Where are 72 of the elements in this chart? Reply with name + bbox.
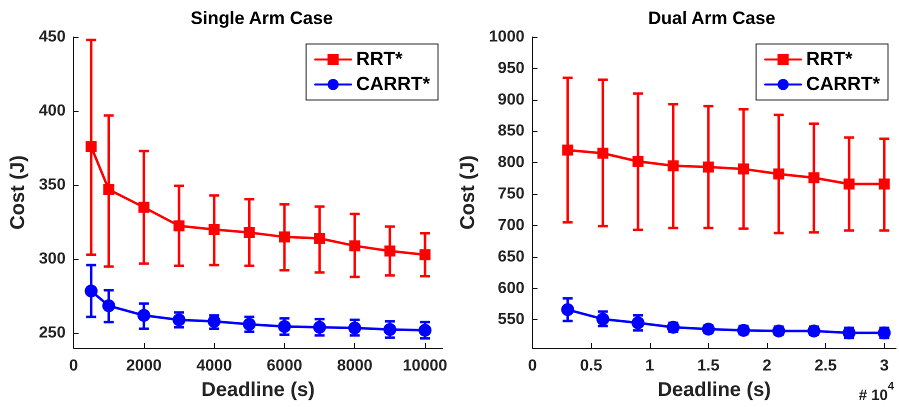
x-axis-title: Deadline (s) — [201, 379, 315, 401]
y-axis-title: Cost (J) — [456, 155, 478, 230]
point — [84, 284, 98, 298]
x-tick-label: 0 — [69, 358, 78, 374]
x-tick-label: 4000 — [196, 358, 232, 374]
point — [138, 202, 150, 213]
point — [738, 163, 749, 174]
y-tick-label: 450 — [38, 28, 66, 46]
point — [596, 148, 608, 159]
y-axis-title: Cost (J) — [7, 155, 29, 230]
point — [348, 322, 362, 335]
legend-label: RRT* — [356, 49, 404, 70]
point — [86, 141, 97, 152]
point — [244, 226, 255, 238]
x-tick-label: 8000 — [336, 358, 373, 374]
x-tick-label: 2.5 — [814, 358, 836, 374]
point — [418, 324, 432, 337]
point — [278, 231, 290, 242]
y-tick-label: 400 — [38, 102, 66, 120]
point — [137, 308, 150, 322]
point — [383, 322, 396, 336]
legend-label: RRT* — [806, 49, 853, 70]
point — [702, 162, 714, 173]
point — [349, 240, 360, 252]
y-tick-label: 600 — [497, 280, 524, 297]
point — [420, 249, 431, 260]
x-tick-label: 6000 — [266, 358, 302, 374]
y-tick-label: 950 — [497, 60, 524, 77]
y-tick-label: 1000 — [488, 28, 524, 46]
point — [701, 322, 714, 336]
x-axis-title: Deadline (s) — [657, 379, 770, 401]
point — [384, 246, 396, 256]
y-tick-label: 300 — [38, 250, 66, 268]
point — [314, 232, 326, 244]
point — [631, 316, 644, 330]
point — [560, 303, 574, 316]
point — [808, 172, 819, 184]
point — [772, 168, 784, 180]
y-tick-label: 800 — [497, 154, 524, 172]
point — [632, 156, 644, 167]
x-tick-label: 0.5 — [580, 358, 602, 374]
x-tick-label: 1 — [644, 358, 654, 374]
chart-title: Single Arm Case — [190, 8, 333, 28]
point — [667, 160, 678, 172]
point — [878, 178, 890, 190]
point — [208, 224, 220, 236]
x-tick-label: 3 — [879, 358, 888, 374]
point — [103, 184, 114, 196]
point — [313, 320, 326, 334]
point — [596, 312, 609, 326]
point — [174, 220, 185, 232]
x-tick-label: 10000 — [402, 358, 448, 374]
point — [278, 320, 291, 334]
chart-title: Dual Arm Case — [648, 8, 775, 28]
y-tick-label: 700 — [497, 216, 524, 234]
y-tick-label: 350 — [38, 176, 66, 194]
y-tick-label: 750 — [497, 186, 524, 203]
point — [102, 299, 116, 312]
y-tick-label: 550 — [497, 311, 524, 328]
legend-label: CARRT* — [356, 74, 431, 95]
x-tick-label: 2000 — [126, 358, 162, 374]
x-tick-label: 2 — [762, 358, 772, 374]
legend-label: CARRT* — [806, 74, 880, 95]
y-tick-label: 900 — [497, 91, 524, 108]
x-tick-label: 0 — [528, 358, 537, 374]
point — [172, 313, 186, 326]
x-tick-label: 1.5 — [696, 358, 720, 374]
y-tick-label: 250 — [38, 324, 66, 342]
point — [562, 144, 573, 156]
y-tick-label: 650 — [497, 248, 524, 266]
y-tick-label: 850 — [497, 122, 524, 140]
point — [843, 178, 854, 190]
